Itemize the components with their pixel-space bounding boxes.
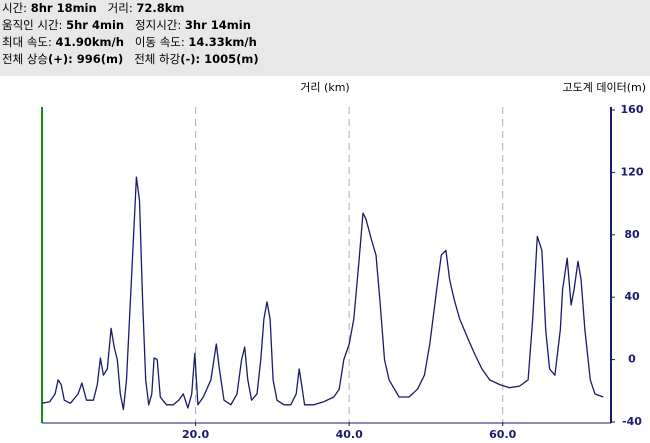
stats-line: 시간: 8hr 18min 거리: 72.8km (0, 0, 650, 17)
stat-label: 정지시간: (135, 18, 185, 32)
stat-label: 거리: (107, 1, 137, 15)
stat-label: 이동 속도: (134, 35, 189, 49)
y-tick-label: 40 (624, 290, 640, 303)
y-tick-label: 120 (621, 165, 644, 178)
chart: 거리 (km) 고도계 데이터(m) 20.0 40.0 60.0 160 120 80 4… (41, 81, 646, 441)
stat-label: 전체 하강 (134, 52, 181, 66)
stat-value: (-): 1005(m) (180, 52, 259, 66)
stat-label: 최대 속도: (2, 35, 56, 49)
x-tick-label: 20.0 (182, 428, 209, 441)
stat-label: 움직인 시간: (2, 18, 67, 32)
y-axis-title: 고도계 데이터(m) (562, 81, 646, 94)
stat-value: 14.33km/h (188, 35, 257, 49)
stat-value: 5hr 4min (66, 18, 125, 32)
stat-label: 시간: (2, 1, 31, 15)
stats-header: 시간: 8hr 18min 거리: 72.8km 움직인 시간: 5hr 4min… (0, 0, 650, 76)
y-tick-label: -40 (622, 415, 642, 428)
y-tick-label: 80 (624, 228, 640, 241)
x-axis-title: 거리 (km) (300, 81, 349, 94)
stats-line: 움직인 시간: 5hr 4min 정지시간: 3hr 14min (0, 17, 650, 34)
stats-line: 최대 속도: 41.90km/h 이동 속도: 14.33km/h (0, 34, 650, 51)
stat-value: 72.8km (136, 1, 185, 15)
stat-value: 8hr 18min (30, 1, 97, 15)
elevation-line (41, 176, 604, 411)
x-tick-label: 40.0 (336, 428, 363, 441)
stat-value: (+): 996(m) (47, 52, 124, 66)
stats-line: 전체 상승(+): 996(m) 전체 하강(-): 1005(m) (0, 51, 650, 68)
x-tick-label: 60.0 (489, 428, 516, 441)
y-tick-label: 0 (628, 353, 636, 366)
stat-label: 전체 상승 (2, 52, 48, 66)
y-tick-label: 160 (621, 103, 644, 116)
stat-value: 3hr 14min (184, 18, 251, 32)
stat-value: 41.90km/h (55, 35, 124, 49)
